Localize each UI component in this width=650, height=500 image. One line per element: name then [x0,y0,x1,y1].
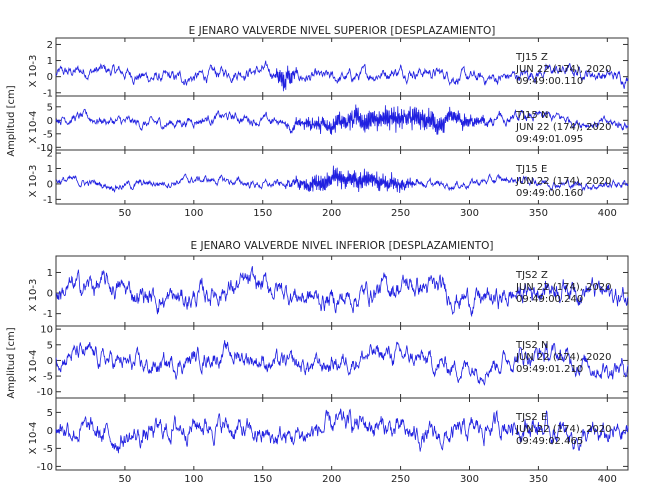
y-tick-label: -10 [37,387,53,398]
y-tick-label: -5 [43,444,53,455]
x-tick-label: 100 [184,208,203,219]
panel-annotation: 09:49:00.160 [516,188,583,199]
panel-annotation: JUN 22 (174), 2020 [515,424,612,435]
y-tick-label: 1 [47,164,53,175]
y-tick-label: 10 [40,325,53,336]
y-tick-label: 0 [47,72,53,83]
panel-annotation: TJS2 N [515,340,548,351]
y-tick-label: 0 [47,289,53,300]
y-tick-label: 5 [47,340,53,351]
scale-label: X 10-4 [28,422,39,455]
x-tick-label: 400 [598,474,617,485]
y-tick-label: 0 [47,179,53,190]
panel-frame [55,149,629,205]
x-tick-label: 50 [119,474,132,485]
y-tick-label: 0 [47,426,53,437]
x-tick-label: 200 [322,208,341,219]
x-tick-label: 200 [322,474,341,485]
x-tick-label: 250 [391,474,410,485]
panel-annotation: 09:49:00.240 [516,294,583,305]
panel-annotation: JUN 22 (174), 2020 [515,282,612,293]
y-tick-label: -5 [43,372,53,383]
y-tick-label: -5 [43,129,53,140]
y-axis-label: Amplitud [cm] [6,85,17,156]
panel-annotation: 09:49:00.110 [516,76,583,87]
y-tick-label: -1 [43,195,53,206]
panel-annotation: JUN 22 (174), 2020 [515,64,612,75]
panel-annotation: 09:49:01.210 [516,364,583,375]
series-line [55,266,629,318]
y-tick-label: 5 [47,408,53,419]
x-tick-label: 50 [119,208,132,219]
scale-label: X 10-3 [28,279,39,312]
x-tick-label: 350 [529,474,548,485]
x-tick-label: 300 [460,474,479,485]
panel-annotation: TJ15 E [515,164,547,175]
series-line [55,340,629,386]
scale-label: X 10-4 [28,350,39,383]
y-tick-label: -10 [37,462,53,473]
y-tick-label: 2 [47,149,53,160]
series-line [55,104,629,135]
series-line [55,165,629,194]
panel-annotation: TJS2 Z [515,270,548,281]
y-tick-label: 5 [47,102,53,113]
y-tick-label: -1 [43,88,53,99]
x-tick-label: 400 [598,208,617,219]
x-tick-label: 100 [184,474,203,485]
x-tick-label: 150 [253,474,272,485]
y-tick-label: -1 [43,309,53,320]
x-tick-label: 150 [253,208,272,219]
panel-annotation: TJS2 E [515,412,547,423]
panel-annotation: JUN 22 (174), 2020 [515,176,612,187]
panel-annotation: JUN 22 (174), 2020 [515,352,612,363]
panel-annotation: TJ15 N [515,110,548,121]
panel-annotation: JUN 22 (174), 2020 [515,122,612,133]
scale-label: X 10-3 [28,165,39,198]
x-tick-label: 350 [529,208,548,219]
chart-title: E JENARO VALVERDE NIVEL INFERIOR [DESPLA… [191,240,494,252]
panel-annotation: 09:49:02.465 [516,436,583,447]
series-line [55,60,629,92]
x-tick-label: 250 [391,208,410,219]
panel-frame [55,397,629,471]
panel-annotation: 09:49:01.095 [516,134,583,145]
y-axis-label: Amplitud [cm] [6,327,17,398]
scale-label: X 10-4 [28,111,39,144]
y-tick-label: -10 [37,143,53,154]
y-tick-label: 0 [47,116,53,127]
panel-annotation: TJ15 Z [515,52,548,63]
scale-label: X 10-3 [28,55,39,88]
y-tick-label: 2 [47,40,53,51]
y-tick-label: 0 [47,356,53,367]
y-tick-label: 1 [47,56,53,67]
x-tick-label: 300 [460,208,479,219]
series-line [55,408,629,454]
y-tick-label: 1 [47,268,53,279]
chart-title: E JENARO VALVERDE NIVEL SUPERIOR [DESPLA… [189,25,496,37]
